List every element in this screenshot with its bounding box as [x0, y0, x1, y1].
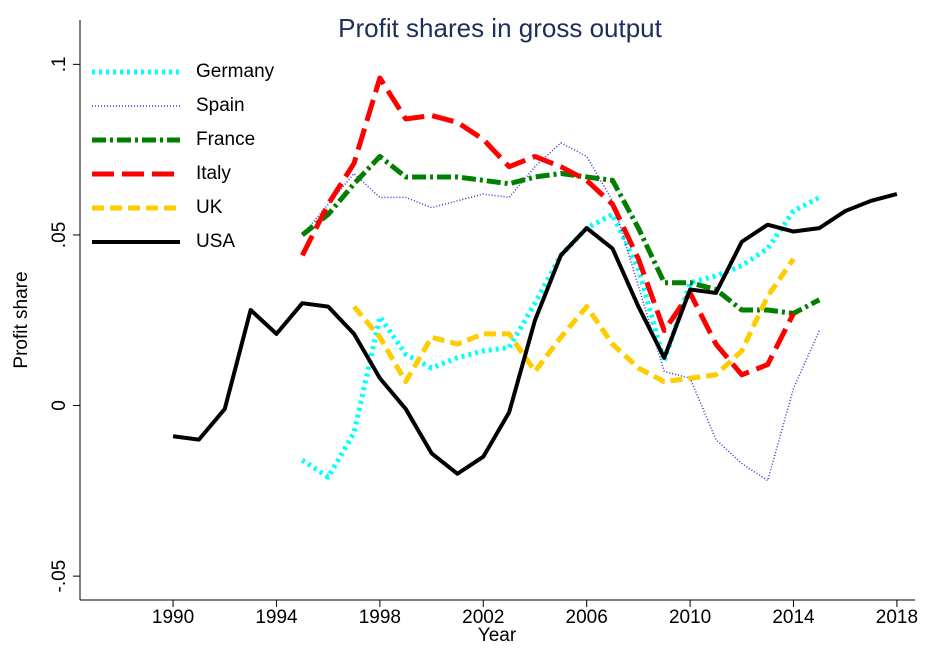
x-tick-label: 2006 [566, 607, 608, 628]
legend-label: France [196, 129, 255, 150]
x-tick-label: 1990 [152, 607, 194, 628]
x-tick-label: 2010 [669, 607, 711, 628]
x-axis-label: Year [478, 625, 517, 646]
y-tick-label: .05 [49, 222, 70, 248]
legend-label: USA [196, 231, 235, 252]
x-tick-label: 2002 [462, 607, 504, 628]
y-tick-label: 0 [49, 400, 70, 411]
chart-title: Profit shares in gross output [338, 13, 662, 43]
x-tick-label: 1994 [255, 607, 298, 628]
x-tick-label: 2014 [772, 607, 815, 628]
series-line [300, 75, 796, 378]
y-tick-label: .1 [49, 56, 70, 72]
y-tick-label: -.05 [49, 560, 70, 593]
legend-label: Germany [196, 61, 275, 82]
legend-label: Italy [196, 163, 231, 184]
series-line [300, 153, 821, 316]
legend-label: Spain [196, 95, 245, 116]
series-line [172, 192, 898, 476]
series-line [352, 257, 796, 385]
x-tick-label: 2018 [876, 607, 918, 628]
legend-label: UK [196, 197, 223, 218]
x-tick-label: 1998 [359, 607, 401, 628]
series-line [301, 142, 821, 482]
y-axis-label: Profit share [11, 271, 32, 368]
